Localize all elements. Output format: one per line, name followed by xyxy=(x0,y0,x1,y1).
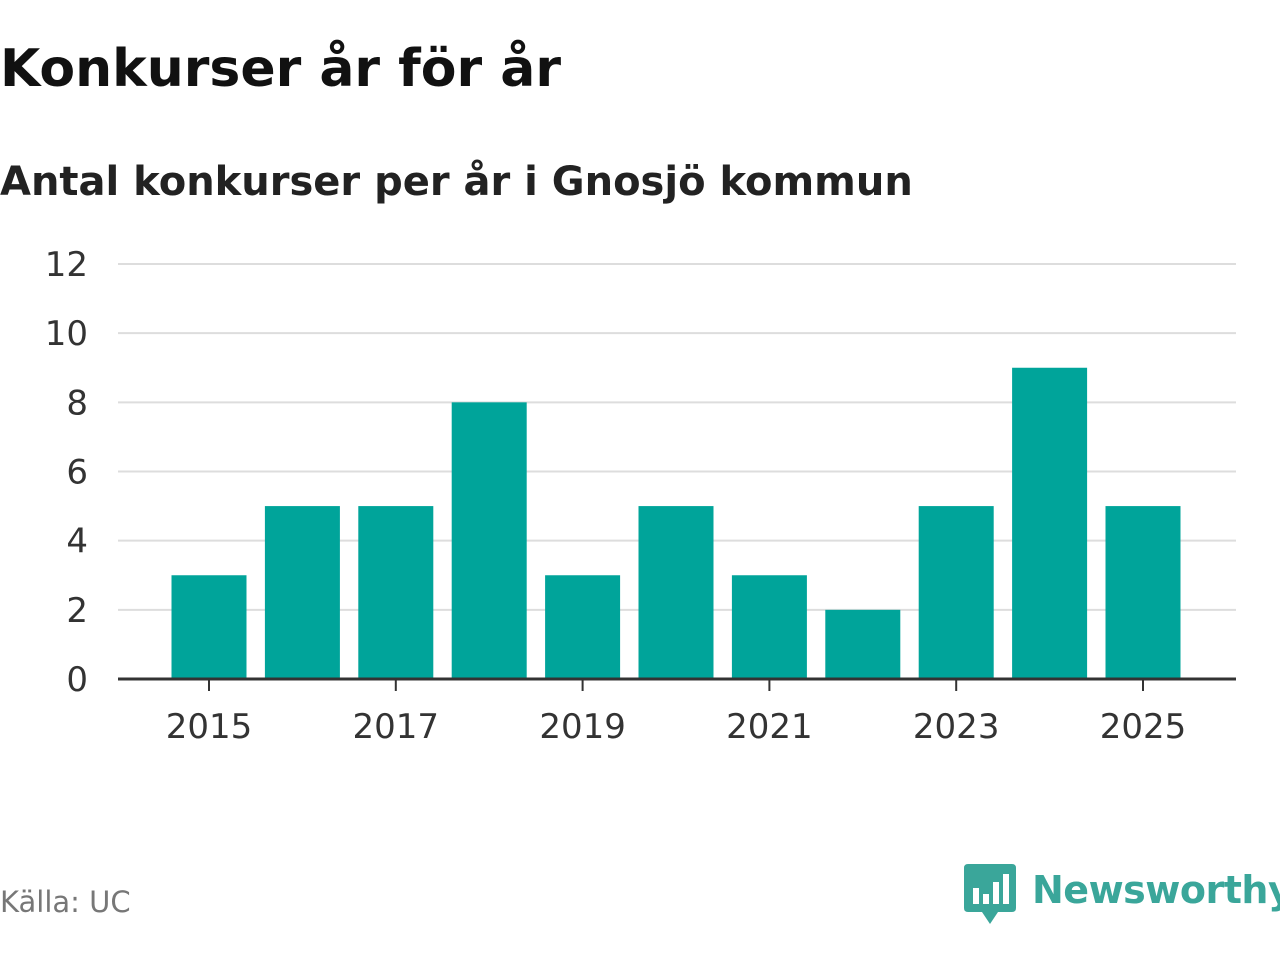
x-tick-label: 2023 xyxy=(913,707,1000,747)
x-axis xyxy=(118,677,1236,691)
brand-name: Newsworthy xyxy=(1032,868,1280,912)
bar-2022 xyxy=(825,609,901,679)
x-tick-label: 2015 xyxy=(166,707,253,747)
y-tick-label: 2 xyxy=(66,591,88,631)
bar-2016 xyxy=(264,506,340,679)
y-axis-tick-labels: 0 2 4 6 8 10 12 xyxy=(45,245,88,700)
y-tick-label: 10 xyxy=(45,314,88,354)
x-tick-label: 2017 xyxy=(353,707,440,747)
bar-2025 xyxy=(1105,506,1181,679)
bar-2018 xyxy=(451,402,527,679)
newsworthy-logo-icon xyxy=(964,864,1016,924)
bar-2023 xyxy=(918,506,994,679)
x-tick-label: 2021 xyxy=(726,707,813,747)
y-tick-label: 0 xyxy=(66,660,88,700)
x-axis-tick-labels: 2015 2017 2019 2021 2023 2025 xyxy=(166,707,1187,747)
chart-title: Konkurser år för år xyxy=(0,39,562,99)
bars xyxy=(171,367,1181,679)
x-tick-label: 2025 xyxy=(1100,707,1187,747)
bar-2017 xyxy=(358,506,434,679)
bar-2020 xyxy=(638,506,714,679)
y-tick-label: 8 xyxy=(66,383,88,423)
chart-subtitle: Antal konkurser per år i Gnosjö kommun xyxy=(0,159,913,205)
bar-2024 xyxy=(1012,367,1088,679)
y-tick-label: 12 xyxy=(45,245,88,285)
bar-2021 xyxy=(731,575,807,679)
y-tick-label: 4 xyxy=(66,522,88,562)
y-tick-label: 6 xyxy=(66,453,88,493)
bar-2019 xyxy=(545,575,621,679)
brand-logo: Newsworthy xyxy=(964,864,1280,928)
x-tick-label: 2019 xyxy=(539,707,626,747)
bar-2015 xyxy=(171,575,247,679)
source-note: Källa: UC xyxy=(0,885,131,919)
